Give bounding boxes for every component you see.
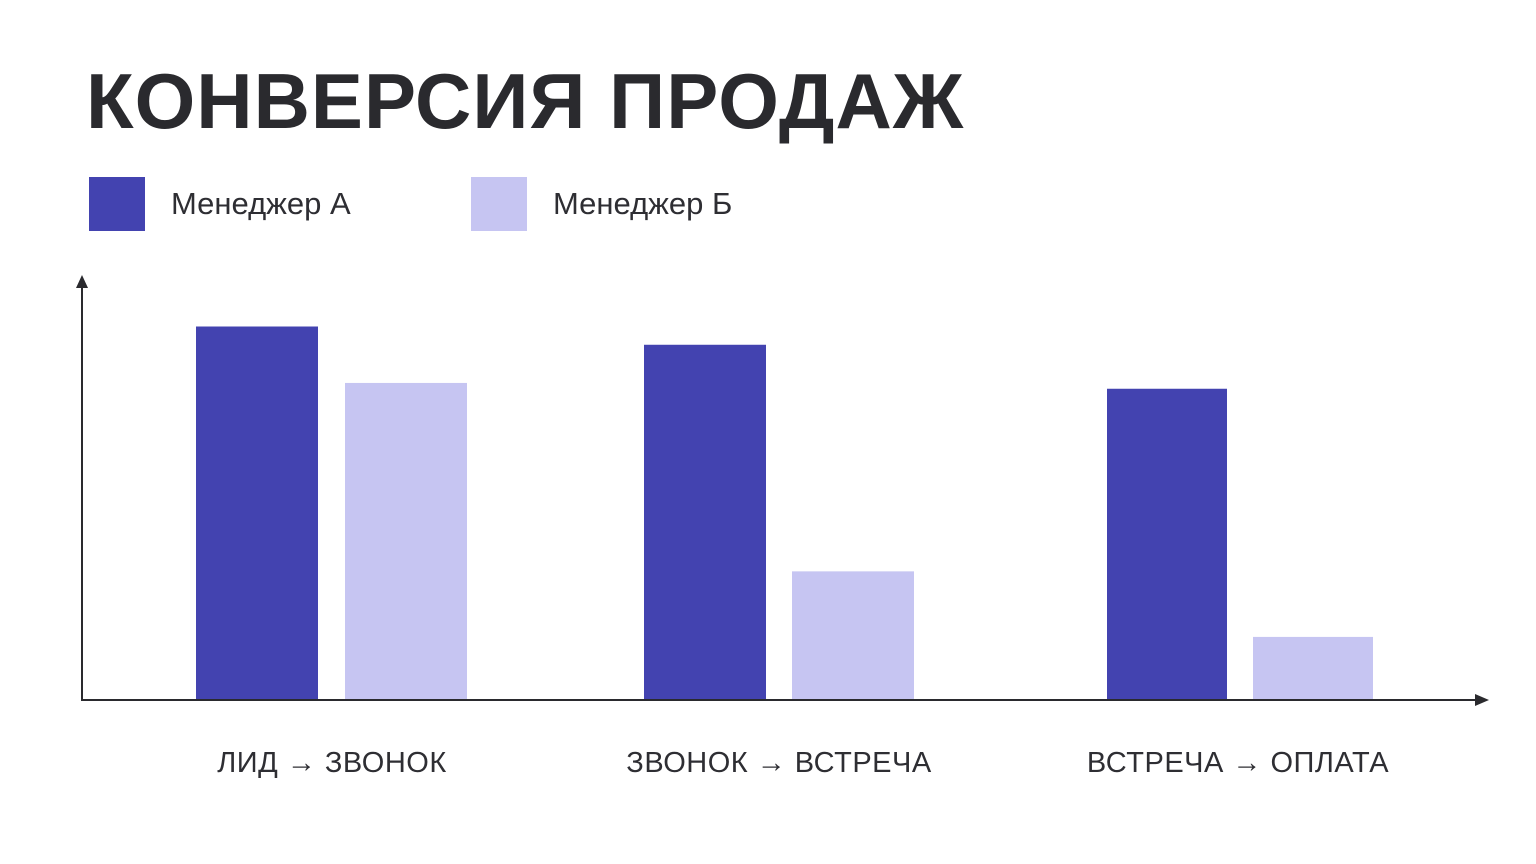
bar-series-b-cat-2 <box>792 571 914 700</box>
bar-series-a-cat-1 <box>196 326 318 700</box>
x-tick-label-2: ЗВОНОК → ВСТРЕЧА <box>626 747 932 779</box>
y-axis-arrow <box>76 275 88 288</box>
legend-label-series-a: Менеджер А <box>171 186 351 221</box>
page-title: КОНВЕРСИЯ ПРОДАЖ <box>86 57 965 145</box>
legend-item-series-b: Менеджер Б <box>471 177 732 231</box>
bar-series-a-cat-2 <box>644 344 766 700</box>
bars-group <box>196 326 1373 700</box>
x-axis-arrow <box>1475 694 1489 706</box>
bar-series-b-cat-1 <box>345 382 467 700</box>
legend-item-series-a: Менеджер А <box>89 177 351 231</box>
legend-swatch-series-a <box>89 177 145 231</box>
bar-series-b-cat-3 <box>1253 636 1373 700</box>
tick-labels-group: ЛИД → ЗВОНОК ЗВОНОК → ВСТРЕЧА ВСТРЕЧА → ОП… <box>217 747 1389 779</box>
x-tick-label-1: ЛИД → ЗВОНОК <box>217 747 446 779</box>
legend-swatch-series-b <box>471 177 527 231</box>
axes-group <box>76 275 1489 706</box>
legend-label-series-b: Менеджер Б <box>553 186 733 221</box>
x-tick-label-3: ВСТРЕЧА → ОПЛАТА <box>1087 747 1389 779</box>
bar-series-a-cat-3 <box>1107 388 1227 700</box>
